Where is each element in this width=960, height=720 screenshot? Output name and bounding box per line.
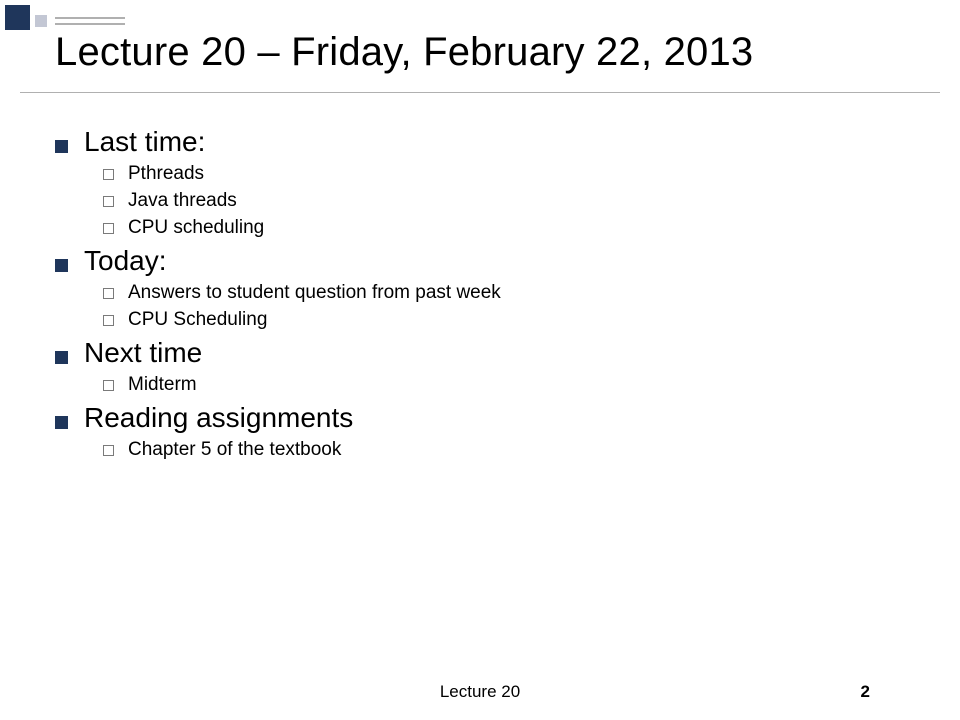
square-bullet-icon	[55, 140, 68, 153]
list-item-text: Last time:	[84, 126, 205, 158]
hollow-square-bullet-icon	[103, 223, 114, 234]
hollow-square-bullet-icon	[103, 445, 114, 456]
list-item: Reading assignments	[55, 402, 920, 434]
list-subitem-text: Pthreads	[128, 163, 204, 185]
accent-line-icon	[55, 17, 125, 19]
hollow-square-bullet-icon	[103, 196, 114, 207]
hollow-square-bullet-icon	[103, 169, 114, 180]
title-underline	[20, 92, 940, 93]
list-subitem: Chapter 5 of the textbook	[103, 439, 920, 461]
list-subitem-text: Answers to student question from past we…	[128, 282, 501, 304]
list-subitem-text: Chapter 5 of the textbook	[128, 439, 341, 461]
slide-footer: Lecture 20 2	[0, 682, 960, 702]
list-item: Last time:	[55, 126, 920, 158]
accent-square-large-icon	[5, 5, 30, 30]
list-subitem: Answers to student question from past we…	[103, 282, 920, 304]
accent-square-small-icon	[35, 15, 47, 27]
hollow-square-bullet-icon	[103, 288, 114, 299]
accent-line-icon	[55, 23, 125, 25]
list-subitem: CPU scheduling	[103, 217, 920, 239]
list-subitem-text: CPU scheduling	[128, 217, 264, 239]
list-item-text: Reading assignments	[84, 402, 353, 434]
list-item: Next time	[55, 337, 920, 369]
list-item: Today:	[55, 245, 920, 277]
list-subitem-text: Java threads	[128, 190, 237, 212]
square-bullet-icon	[55, 416, 68, 429]
list-item-text: Today:	[84, 245, 167, 277]
list-subitem: CPU Scheduling	[103, 309, 920, 331]
list-subitem: Java threads	[103, 190, 920, 212]
hollow-square-bullet-icon	[103, 315, 114, 326]
page-number: 2	[861, 682, 870, 702]
square-bullet-icon	[55, 351, 68, 364]
list-subitem: Pthreads	[103, 163, 920, 185]
slide-title: Lecture 20 – Friday, February 22, 2013	[55, 30, 920, 75]
slide: Lecture 20 – Friday, February 22, 2013 L…	[0, 0, 960, 720]
slide-body: Last time: Pthreads Java threads CPU sch…	[55, 120, 920, 466]
list-item-text: Next time	[84, 337, 202, 369]
list-subitem: Midterm	[103, 374, 920, 396]
corner-decoration	[5, 5, 135, 30]
list-subitem-text: Midterm	[128, 374, 197, 396]
square-bullet-icon	[55, 259, 68, 272]
list-subitem-text: CPU Scheduling	[128, 309, 267, 331]
hollow-square-bullet-icon	[103, 380, 114, 391]
footer-label: Lecture 20	[440, 682, 520, 701]
